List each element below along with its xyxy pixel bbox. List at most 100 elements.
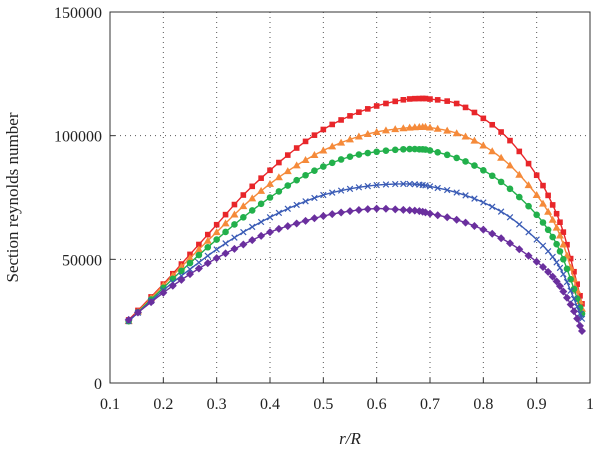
data-point — [266, 194, 274, 201]
data-point — [427, 96, 433, 102]
data-point — [275, 188, 283, 195]
data-point — [544, 207, 553, 215]
data-point — [433, 124, 442, 132]
data-point — [177, 262, 186, 270]
data-point — [553, 240, 560, 248]
data-point — [168, 281, 177, 290]
data-point — [381, 126, 390, 134]
data-point — [516, 148, 523, 155]
data-point — [186, 270, 194, 279]
data-point — [292, 161, 301, 169]
data-point — [539, 219, 547, 226]
data-point — [570, 295, 578, 303]
data-point — [574, 281, 580, 287]
data-point — [257, 231, 266, 240]
data-point — [570, 285, 578, 293]
data-point — [406, 96, 413, 102]
data-point — [452, 129, 461, 137]
data-point — [230, 210, 239, 218]
x-tick-label: 0.6 — [367, 396, 387, 413]
data-point — [434, 184, 441, 192]
data-point — [480, 166, 487, 174]
data-point — [221, 219, 230, 227]
data-point — [480, 199, 487, 206]
data-point — [488, 229, 497, 238]
x-tick-label: 0.1 — [100, 396, 120, 413]
series-3 — [125, 180, 586, 325]
series-line — [128, 183, 583, 322]
data-point — [433, 211, 442, 220]
data-point — [544, 226, 552, 234]
data-point — [406, 180, 413, 188]
data-point — [239, 240, 248, 249]
data-point — [373, 148, 380, 156]
data-point — [257, 200, 265, 208]
data-point — [533, 236, 540, 243]
data-point — [556, 264, 564, 272]
data-point — [354, 132, 363, 140]
data-point — [248, 236, 257, 245]
data-point — [373, 103, 380, 109]
data-point — [443, 213, 452, 222]
series-4 — [124, 204, 586, 336]
data-point — [310, 214, 319, 223]
series-layer — [124, 95, 586, 336]
data-point — [391, 205, 400, 214]
data-point — [559, 240, 568, 248]
data-point — [453, 189, 460, 196]
data-point — [538, 199, 547, 207]
data-point — [391, 125, 400, 133]
data-point — [258, 175, 264, 181]
data-point — [552, 277, 561, 286]
data-point — [515, 170, 524, 178]
data-point — [489, 121, 496, 128]
data-point — [204, 243, 212, 251]
data-point — [553, 210, 560, 217]
x-tick-label: 1 — [586, 396, 594, 413]
data-point — [533, 172, 540, 179]
y-axis-label: Section reynolds number — [3, 112, 22, 282]
data-point — [461, 132, 470, 140]
data-point — [301, 216, 310, 225]
data-point — [553, 259, 560, 266]
data-point — [212, 254, 221, 263]
data-point — [461, 218, 470, 227]
data-point — [567, 287, 574, 294]
data-point — [533, 211, 540, 219]
data-point — [557, 219, 563, 226]
data-point — [231, 234, 238, 241]
data-point — [363, 205, 372, 214]
data-point — [346, 207, 354, 216]
data-point — [231, 201, 238, 208]
data-point — [462, 158, 469, 165]
data-point — [560, 256, 567, 263]
data-point — [372, 127, 381, 135]
data-point — [555, 282, 564, 291]
data-point — [178, 272, 185, 280]
axis-ticks: 0.1 0.2 0.3 0.4 0.5 0.6 0.7 0.8 0.9 1 0 50000 100000… — [54, 5, 594, 413]
data-point — [399, 124, 408, 132]
data-point — [443, 186, 451, 194]
data-point — [563, 278, 571, 286]
data-point — [540, 182, 546, 189]
data-point — [346, 153, 354, 160]
data-point — [479, 225, 488, 234]
data-point — [266, 179, 274, 187]
data-point — [426, 123, 434, 131]
data-point — [177, 275, 186, 284]
data-point — [248, 194, 257, 202]
data-point — [411, 95, 418, 102]
data-point — [266, 214, 274, 221]
data-point — [320, 163, 327, 170]
data-point — [400, 145, 407, 153]
data-point — [186, 254, 194, 262]
data-point — [578, 315, 586, 322]
data-point — [337, 208, 346, 217]
data-point — [498, 129, 504, 135]
data-point — [274, 173, 283, 181]
data-point — [364, 149, 372, 157]
data-point — [320, 191, 327, 199]
data-point — [328, 210, 337, 219]
data-point — [178, 267, 185, 275]
data-point — [133, 308, 142, 317]
